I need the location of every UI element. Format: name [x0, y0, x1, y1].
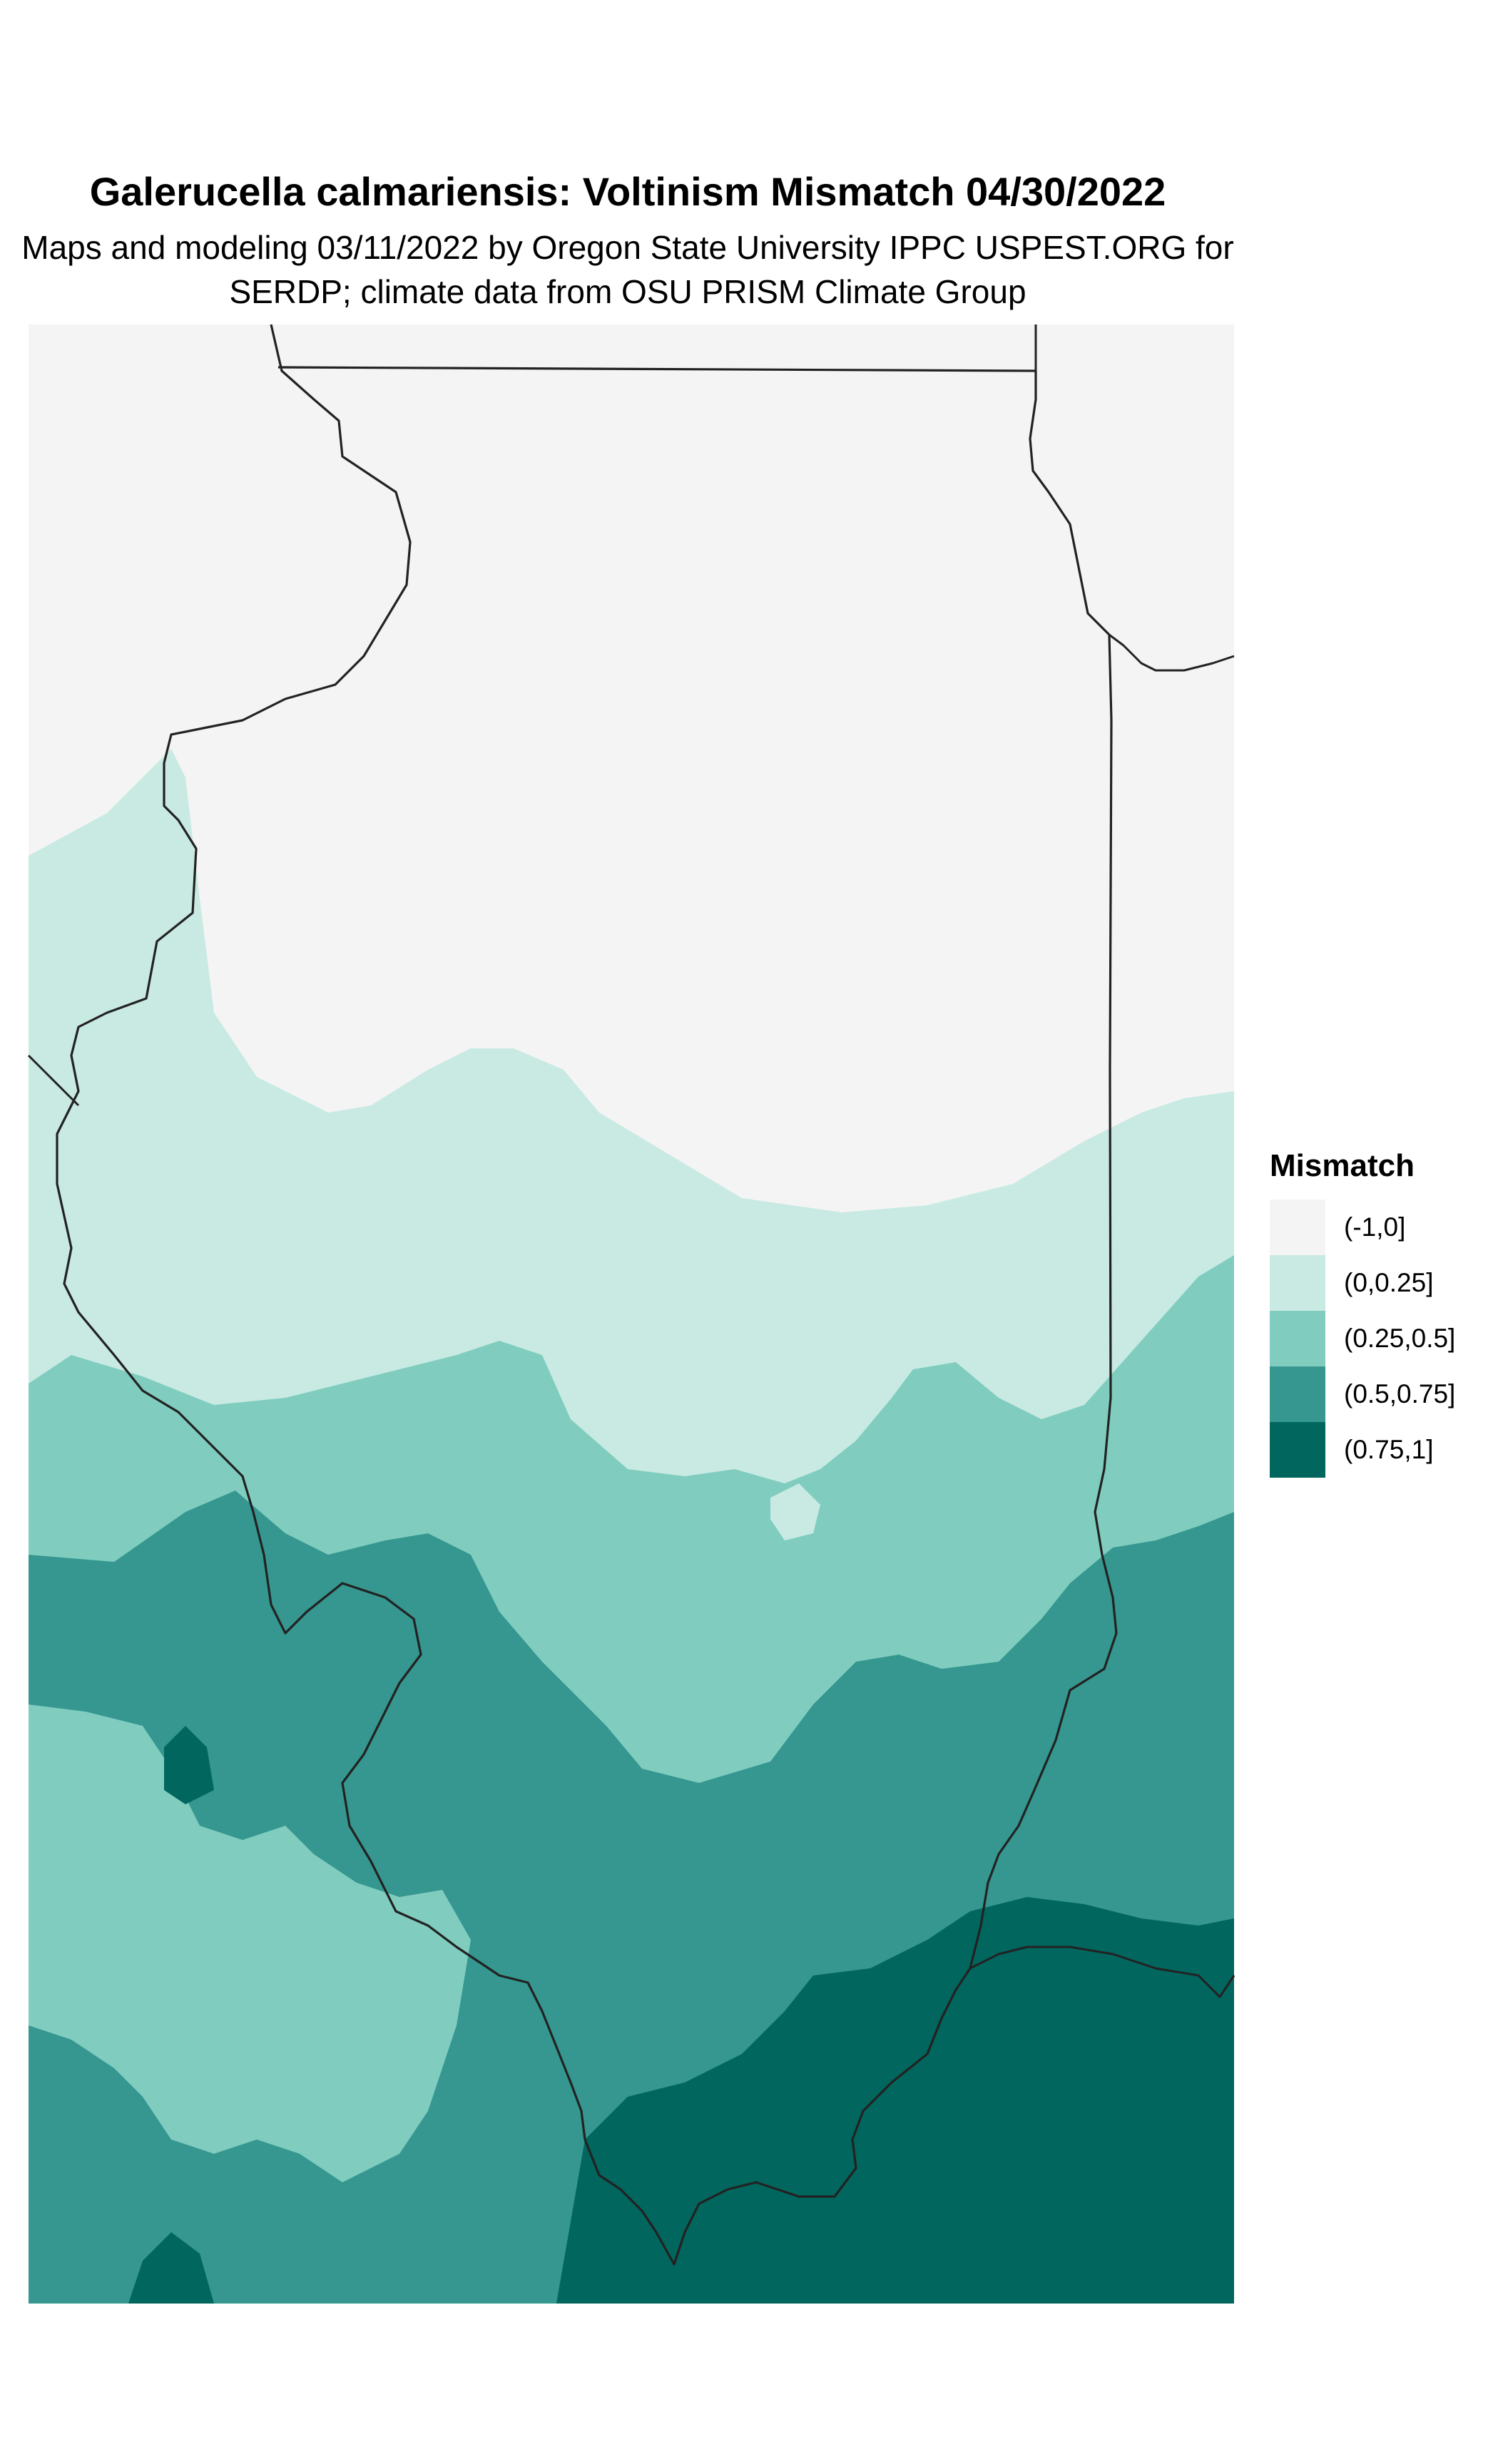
legend-swatch [1270, 1200, 1325, 1255]
legend-label: (0.75,1] [1344, 1435, 1434, 1464]
legend-item: (-1,0] [1270, 1200, 1455, 1255]
illinois-boundary [56, 324, 1118, 2266]
kentucky-boundary [969, 1946, 1235, 1998]
legend-label: (0.5,0.75] [1344, 1379, 1456, 1409]
wisconsin-iowa-boundary [27, 1054, 80, 1107]
subtitle-line-2: SERDP; climate data from OSU PRISM Clima… [229, 273, 1026, 310]
legend: Mismatch (-1,0] (0,0.25] (0.25,0.5] (0.5… [1270, 1148, 1455, 1478]
legend-label: (0,0.25] [1344, 1268, 1434, 1297]
class-region-highest [556, 1897, 1234, 2304]
legend-swatch [1270, 1366, 1325, 1422]
map-subtitle: Maps and modeling 03/11/2022 by Oregon S… [0, 225, 1255, 314]
class-region-high-inner [29, 1704, 471, 2182]
subtitle-line-1: Maps and modeling 03/11/2022 by Oregon S… [21, 229, 1234, 266]
legend-item: (0.25,0.5] [1270, 1311, 1455, 1366]
map-title: Galerucella calmariensis: Voltinism Mism… [89, 169, 1166, 214]
legend-label: (-1,0] [1344, 1212, 1406, 1242]
class-region-low-spot [770, 1483, 820, 1540]
legend-swatch [1270, 1422, 1325, 1478]
legend-item: (0,0.25] [1270, 1255, 1455, 1311]
legend-item: (0.75,1] [1270, 1422, 1455, 1478]
legend-title: Mismatch [1270, 1148, 1415, 1183]
legend-swatch [1270, 1311, 1325, 1366]
legend-item: (0.5,0.75] [1270, 1366, 1455, 1422]
legend-swatch [1270, 1255, 1325, 1311]
class-region-highest-spot [164, 1726, 214, 1804]
class-region-highest-spot [128, 2232, 214, 2304]
legend-label: (0.25,0.5] [1344, 1324, 1456, 1353]
indiana-michigan-boundary [1034, 324, 1235, 672]
